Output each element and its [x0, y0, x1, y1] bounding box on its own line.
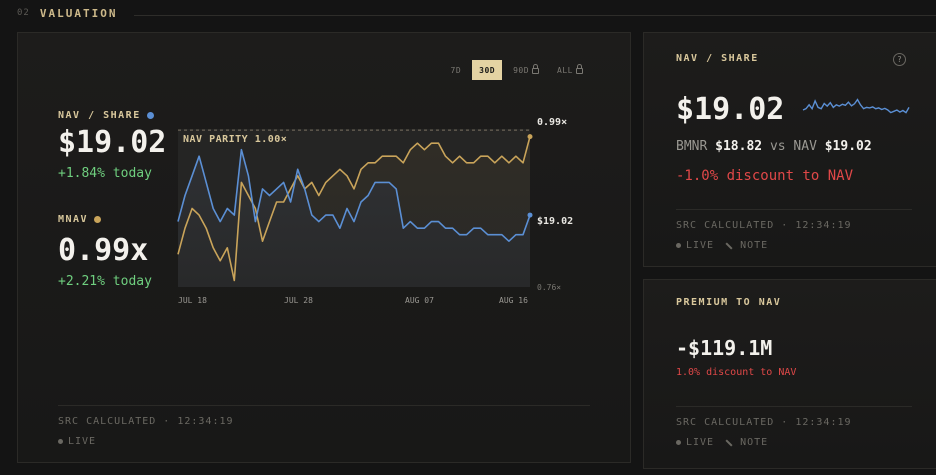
sparkline-path	[802, 98, 910, 114]
premium-value: -$119.1M	[676, 336, 773, 360]
x-tick-label: JUL 18	[178, 296, 207, 305]
premium-card-title: PREMIUM TO NAV	[676, 297, 782, 308]
mnav-label: MNAV	[58, 214, 152, 225]
nav-discount: -1.0% discount to NAV	[676, 168, 854, 184]
nav-card-value: $19.02	[676, 92, 785, 127]
lock-icon	[532, 64, 540, 74]
live-label: LIVE	[68, 436, 97, 447]
nav-price: $19.02	[824, 139, 872, 154]
mnav-label-text: MNAV	[58, 214, 89, 225]
nav-summary: NAV / SHARE $19.02 +1.84% today	[58, 110, 166, 181]
series-end-dot-mnav	[527, 134, 533, 140]
nav-card-title: NAV / SHARE	[676, 53, 759, 64]
range-7d-button[interactable]: 7D	[444, 60, 469, 80]
live-label: LIVE	[686, 240, 715, 251]
nav-card-source: SRC CALCULATED · 12:34:19	[676, 220, 852, 231]
ticker-price: $18.82	[715, 139, 763, 154]
premium-discount: 1.0% discount to NAV	[676, 367, 797, 378]
live-dot-icon	[58, 439, 63, 444]
series-line-nav	[177, 148, 531, 242]
nav-parity-label: NAV PARITY 1.00×	[183, 134, 287, 145]
series-end-dot-nav	[527, 212, 533, 218]
x-tick-label: JUL 28	[284, 296, 313, 305]
range-all-label: ALL	[557, 65, 573, 75]
help-icon[interactable]: ?	[893, 53, 906, 66]
pencil-icon	[725, 241, 733, 250]
x-tick-label: AUG 07	[405, 296, 434, 305]
premium-card-status: LIVE NOTE	[676, 437, 768, 448]
series-area-nav	[178, 149, 530, 287]
section-header: 02 VALUATION	[17, 6, 936, 20]
source-label: SRC CALCULATED · 12:34:19	[58, 416, 234, 427]
nav-value: $19.02	[58, 125, 167, 160]
premium-card-source: SRC CALCULATED · 12:34:19	[676, 417, 852, 428]
valuation-chart-card: 7D 30D 90D ALL NAV / SHARE $19.02 +1.84%…	[17, 32, 631, 463]
mnav-legend-dot	[94, 216, 102, 223]
nav-share-card: NAV / SHARE ? $19.02 BMNR $18.82 vs NAV …	[643, 32, 936, 267]
range-7d-label: 7D	[450, 65, 462, 75]
ticker-label: BMNR	[676, 139, 708, 154]
range-30d-label: 30D	[479, 65, 496, 75]
note-button[interactable]: NOTE	[740, 437, 769, 448]
mnav-change: +2.21% today	[58, 274, 152, 289]
nav-legend-dot	[146, 112, 154, 119]
range-90d-button[interactable]: 90D	[506, 60, 546, 80]
note-button[interactable]: NOTE	[740, 240, 769, 251]
valuation-chart: NAV PARITY 1.00× 0.99× $19.02 0.76× JUL 18 JU…	[177, 117, 573, 305]
nav-sparkline	[802, 98, 910, 114]
premium-card: PREMIUM TO NAV -$119.1M 1.0% discount to…	[643, 279, 936, 469]
mnav-value: 0.99x	[58, 233, 149, 268]
range-90d-label: 90D	[513, 65, 530, 75]
x-tick-label: AUG 16	[499, 296, 528, 305]
footer-divider	[58, 405, 590, 406]
nav-label: NAV / SHARE	[58, 110, 166, 121]
section-title: VALUATION	[39, 6, 118, 20]
live-dot-icon	[676, 243, 681, 248]
range-all-button[interactable]: ALL	[550, 60, 590, 80]
nav-change: +1.84% today	[58, 166, 152, 181]
vs-nav-label: vs NAV	[769, 139, 817, 154]
section-number: 02	[17, 8, 30, 18]
lock-icon	[576, 64, 583, 74]
nav-card-divider	[676, 209, 912, 210]
live-label: LIVE	[686, 437, 715, 448]
nav-label-text: NAV / SHARE	[58, 110, 141, 121]
range-30d-button[interactable]: 30D	[472, 60, 503, 80]
price-comparison: BMNR $18.82 vs NAV $19.02	[676, 139, 872, 154]
mnav-summary: MNAV 0.99x +2.21% today	[58, 214, 152, 289]
pencil-icon	[725, 438, 733, 447]
live-dot-icon	[676, 440, 681, 445]
y-min-label: 0.76×	[537, 283, 561, 292]
nav-card-status: LIVE NOTE	[676, 240, 768, 251]
section-divider	[134, 15, 936, 16]
mnav-end-label: 0.99×	[537, 117, 567, 128]
series-line-mnav	[177, 136, 531, 282]
range-selector: 7D 30D 90D ALL	[444, 60, 591, 80]
live-indicator: LIVE	[58, 436, 96, 447]
nav-end-label: $19.02	[537, 216, 573, 227]
premium-card-divider	[676, 406, 912, 407]
